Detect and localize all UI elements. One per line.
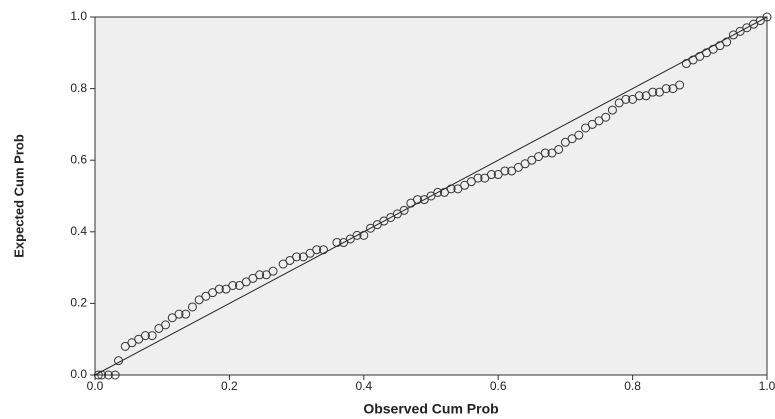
chart: Observed Cum Prob Expected Cum Prob 0.00… — [0, 0, 775, 419]
x-tick-label: 0.6 — [490, 379, 507, 393]
x-tick-label: 1.0 — [759, 379, 775, 393]
y-tick-label: 1.0 — [70, 9, 87, 23]
y-tick-label: 0.8 — [70, 81, 87, 95]
y-axis-title: Expected Cum Prob — [11, 134, 26, 258]
y-tick-label: 0.2 — [70, 296, 87, 310]
page: Observed Cum Prob Expected Cum Prob 0.00… — [0, 0, 775, 419]
x-axis-title: Observed Cum Prob — [363, 401, 498, 417]
y-tick-label: 0.4 — [70, 224, 87, 238]
y-tick-label: 0.6 — [70, 152, 87, 166]
x-tick-label: 0.8 — [624, 379, 641, 393]
x-tick-label: 0.0 — [87, 379, 104, 393]
y-tick-label: 0.0 — [70, 367, 87, 381]
x-tick-label: 0.4 — [355, 379, 372, 393]
x-tick-label: 0.2 — [221, 379, 238, 393]
